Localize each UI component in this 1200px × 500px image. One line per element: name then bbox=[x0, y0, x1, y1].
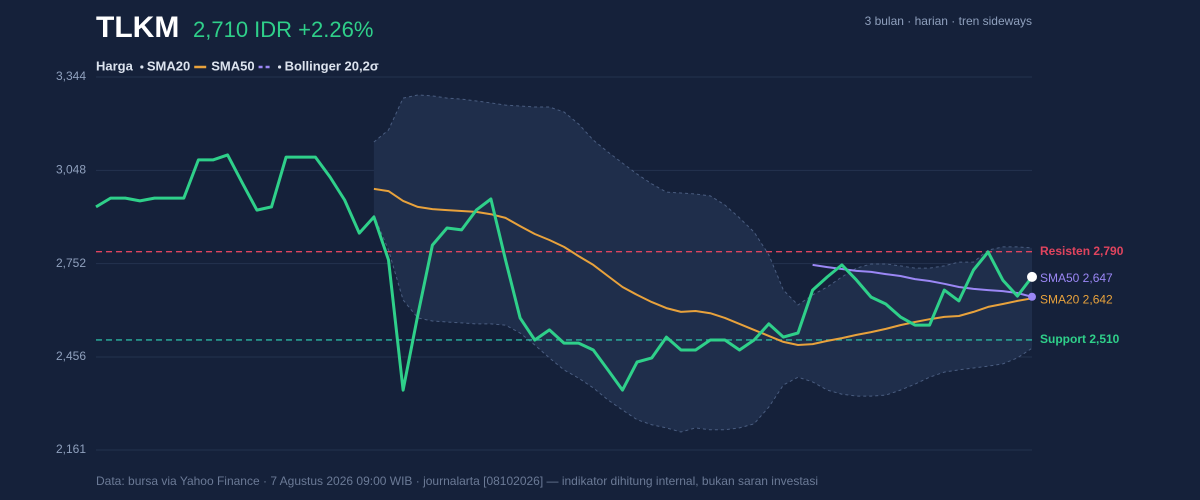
y-tick-label: 2,456 bbox=[56, 349, 86, 363]
bollinger-lower bbox=[373, 214, 1033, 433]
chart-title: TLKM bbox=[96, 11, 179, 44]
legend: Harga SMA20 SMA50 Bollinger 20,2σ bbox=[96, 58, 379, 73]
series-line bbox=[373, 187, 1033, 346]
end-label: SMA50 2,647 bbox=[1040, 271, 1113, 285]
footer: Data: bursa via Yahoo Finance · 7 Agustu… bbox=[96, 474, 818, 488]
plot: Resisten 2,790 Support 2,510 SMA50 2,647 SM… bbox=[95, 94, 1124, 433]
legend-label: Bollinger 20,2σ bbox=[285, 58, 379, 73]
legend-separator bbox=[277, 65, 282, 69]
legend-label: Harga bbox=[96, 58, 134, 73]
level-label: Resisten 2,790 bbox=[1040, 244, 1124, 258]
legend-separator bbox=[140, 65, 144, 69]
subtitle: 3 bulan · harian · tren sideways bbox=[865, 14, 1032, 28]
y-tick-label: 2,161 bbox=[56, 442, 86, 456]
level-label: Support 2,510 bbox=[1040, 332, 1120, 346]
last-price-dot bbox=[1027, 271, 1037, 282]
price-headline: 2,710 IDR +2.26% bbox=[193, 17, 373, 42]
sma50-end-dot bbox=[1028, 292, 1036, 301]
y-tick-label: 3,344 bbox=[56, 69, 86, 83]
y-tick-label: 2,752 bbox=[56, 256, 86, 270]
legend-label: SMA20 bbox=[147, 58, 190, 73]
series-line bbox=[95, 153, 1034, 392]
series-line bbox=[812, 263, 1033, 298]
end-label: SMA20 2,642 bbox=[1040, 293, 1113, 307]
y-tick-label: 3,048 bbox=[56, 163, 86, 177]
legend-label: SMA50 bbox=[211, 58, 254, 73]
